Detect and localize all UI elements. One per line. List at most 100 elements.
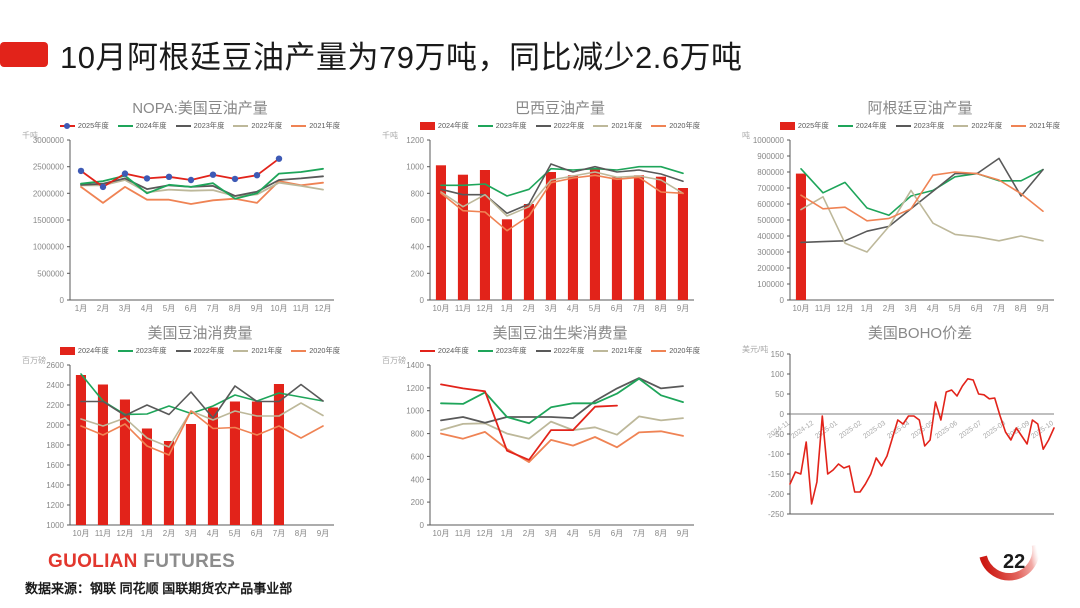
- svg-text:5月: 5月: [229, 529, 241, 538]
- svg-text:9月: 9月: [317, 529, 329, 538]
- svg-text:2月: 2月: [97, 304, 109, 313]
- svg-text:-100: -100: [768, 450, 785, 459]
- svg-text:12月: 12月: [477, 304, 494, 313]
- svg-text:150: 150: [771, 350, 785, 359]
- svg-text:1200: 1200: [46, 501, 64, 510]
- svg-text:12月: 12月: [117, 529, 134, 538]
- svg-text:1月: 1月: [501, 529, 513, 538]
- svg-text:2000: 2000: [46, 421, 64, 430]
- svg-text:200: 200: [411, 269, 425, 278]
- svg-text:1000: 1000: [406, 163, 424, 172]
- svg-text:200: 200: [411, 498, 425, 507]
- svg-text:0: 0: [780, 296, 785, 305]
- svg-text:500000: 500000: [757, 216, 784, 225]
- svg-text:800: 800: [411, 430, 425, 439]
- svg-text:2000000: 2000000: [33, 189, 65, 198]
- svg-text:1月: 1月: [501, 304, 513, 313]
- svg-text:1600: 1600: [46, 461, 64, 470]
- svg-text:7月: 7月: [273, 529, 285, 538]
- svg-text:1800: 1800: [46, 441, 64, 450]
- svg-text:2月: 2月: [883, 304, 895, 313]
- svg-text:0: 0: [420, 521, 425, 530]
- svg-text:8月: 8月: [655, 304, 667, 313]
- svg-text:11月: 11月: [455, 529, 471, 538]
- svg-text:4月: 4月: [141, 304, 153, 313]
- svg-text:2400: 2400: [46, 381, 64, 390]
- svg-text:3月: 3月: [185, 529, 197, 538]
- svg-text:2500000: 2500000: [33, 163, 65, 172]
- svg-text:6月: 6月: [971, 304, 983, 313]
- svg-text:1400: 1400: [46, 481, 64, 490]
- svg-text:2025-10: 2025-10: [1030, 420, 1055, 441]
- svg-text:5月: 5月: [163, 304, 175, 313]
- svg-text:10月: 10月: [793, 304, 810, 313]
- svg-text:1400: 1400: [406, 361, 424, 370]
- svg-text:8月: 8月: [295, 529, 307, 538]
- svg-text:200000: 200000: [757, 264, 784, 273]
- svg-text:6月: 6月: [251, 529, 263, 538]
- svg-text:2025-08: 2025-08: [982, 420, 1007, 441]
- svg-text:2月: 2月: [523, 529, 535, 538]
- svg-text:8月: 8月: [1015, 304, 1027, 313]
- svg-text:7月: 7月: [633, 529, 645, 538]
- svg-text:5月: 5月: [589, 529, 601, 538]
- svg-text:4月: 4月: [927, 304, 939, 313]
- svg-text:600000: 600000: [757, 200, 784, 209]
- svg-text:2月: 2月: [523, 304, 535, 313]
- svg-text:100: 100: [771, 370, 785, 379]
- svg-text:3月: 3月: [545, 529, 557, 538]
- svg-text:7月: 7月: [993, 304, 1005, 313]
- svg-text:-150: -150: [768, 470, 785, 479]
- svg-text:3月: 3月: [119, 304, 131, 313]
- svg-text:2025-03: 2025-03: [862, 420, 887, 441]
- svg-text:300000: 300000: [757, 248, 784, 257]
- svg-text:10月: 10月: [433, 304, 450, 313]
- svg-text:12月: 12月: [477, 529, 494, 538]
- svg-text:6月: 6月: [611, 304, 623, 313]
- svg-text:2200: 2200: [46, 401, 64, 410]
- svg-text:600: 600: [411, 216, 425, 225]
- svg-text:2025-06: 2025-06: [934, 420, 959, 441]
- svg-text:11月: 11月: [455, 304, 471, 313]
- svg-text:2024-12: 2024-12: [790, 420, 815, 441]
- svg-text:10月: 10月: [73, 529, 90, 538]
- svg-text:9月: 9月: [677, 529, 689, 538]
- svg-text:600: 600: [411, 452, 425, 461]
- svg-text:9月: 9月: [1037, 304, 1049, 313]
- svg-text:10月: 10月: [433, 529, 450, 538]
- svg-text:8月: 8月: [229, 304, 241, 313]
- svg-text:12月: 12月: [837, 304, 854, 313]
- svg-text:4月: 4月: [567, 529, 579, 538]
- svg-text:800: 800: [411, 189, 425, 198]
- svg-text:4月: 4月: [567, 304, 579, 313]
- svg-text:400: 400: [411, 475, 425, 484]
- svg-text:2600: 2600: [46, 361, 64, 370]
- svg-text:0: 0: [780, 410, 785, 419]
- svg-text:700000: 700000: [757, 184, 784, 193]
- svg-text:3月: 3月: [905, 304, 917, 313]
- svg-text:0: 0: [420, 296, 425, 305]
- svg-text:2025-04: 2025-04: [886, 420, 911, 441]
- svg-text:2月: 2月: [163, 529, 175, 538]
- svg-text:1月: 1月: [861, 304, 873, 313]
- svg-text:1200: 1200: [406, 384, 424, 393]
- svg-text:1200: 1200: [406, 136, 424, 145]
- svg-text:500000: 500000: [37, 269, 64, 278]
- svg-text:9月: 9月: [677, 304, 689, 313]
- svg-text:11月: 11月: [815, 304, 831, 313]
- svg-text:11月: 11月: [95, 529, 111, 538]
- svg-text:3月: 3月: [545, 304, 557, 313]
- svg-text:0: 0: [60, 296, 65, 305]
- svg-text:1月: 1月: [75, 304, 87, 313]
- svg-text:1月: 1月: [141, 529, 153, 538]
- svg-text:1500000: 1500000: [33, 216, 65, 225]
- svg-text:4月: 4月: [207, 529, 219, 538]
- svg-text:2025-07: 2025-07: [958, 420, 983, 441]
- svg-text:1000000: 1000000: [33, 243, 65, 252]
- svg-text:10月: 10月: [271, 304, 288, 313]
- svg-text:1000000: 1000000: [753, 136, 785, 145]
- svg-text:6月: 6月: [611, 529, 623, 538]
- svg-text:12月: 12月: [315, 304, 332, 313]
- svg-text:11月: 11月: [293, 304, 309, 313]
- svg-text:-200: -200: [768, 490, 785, 499]
